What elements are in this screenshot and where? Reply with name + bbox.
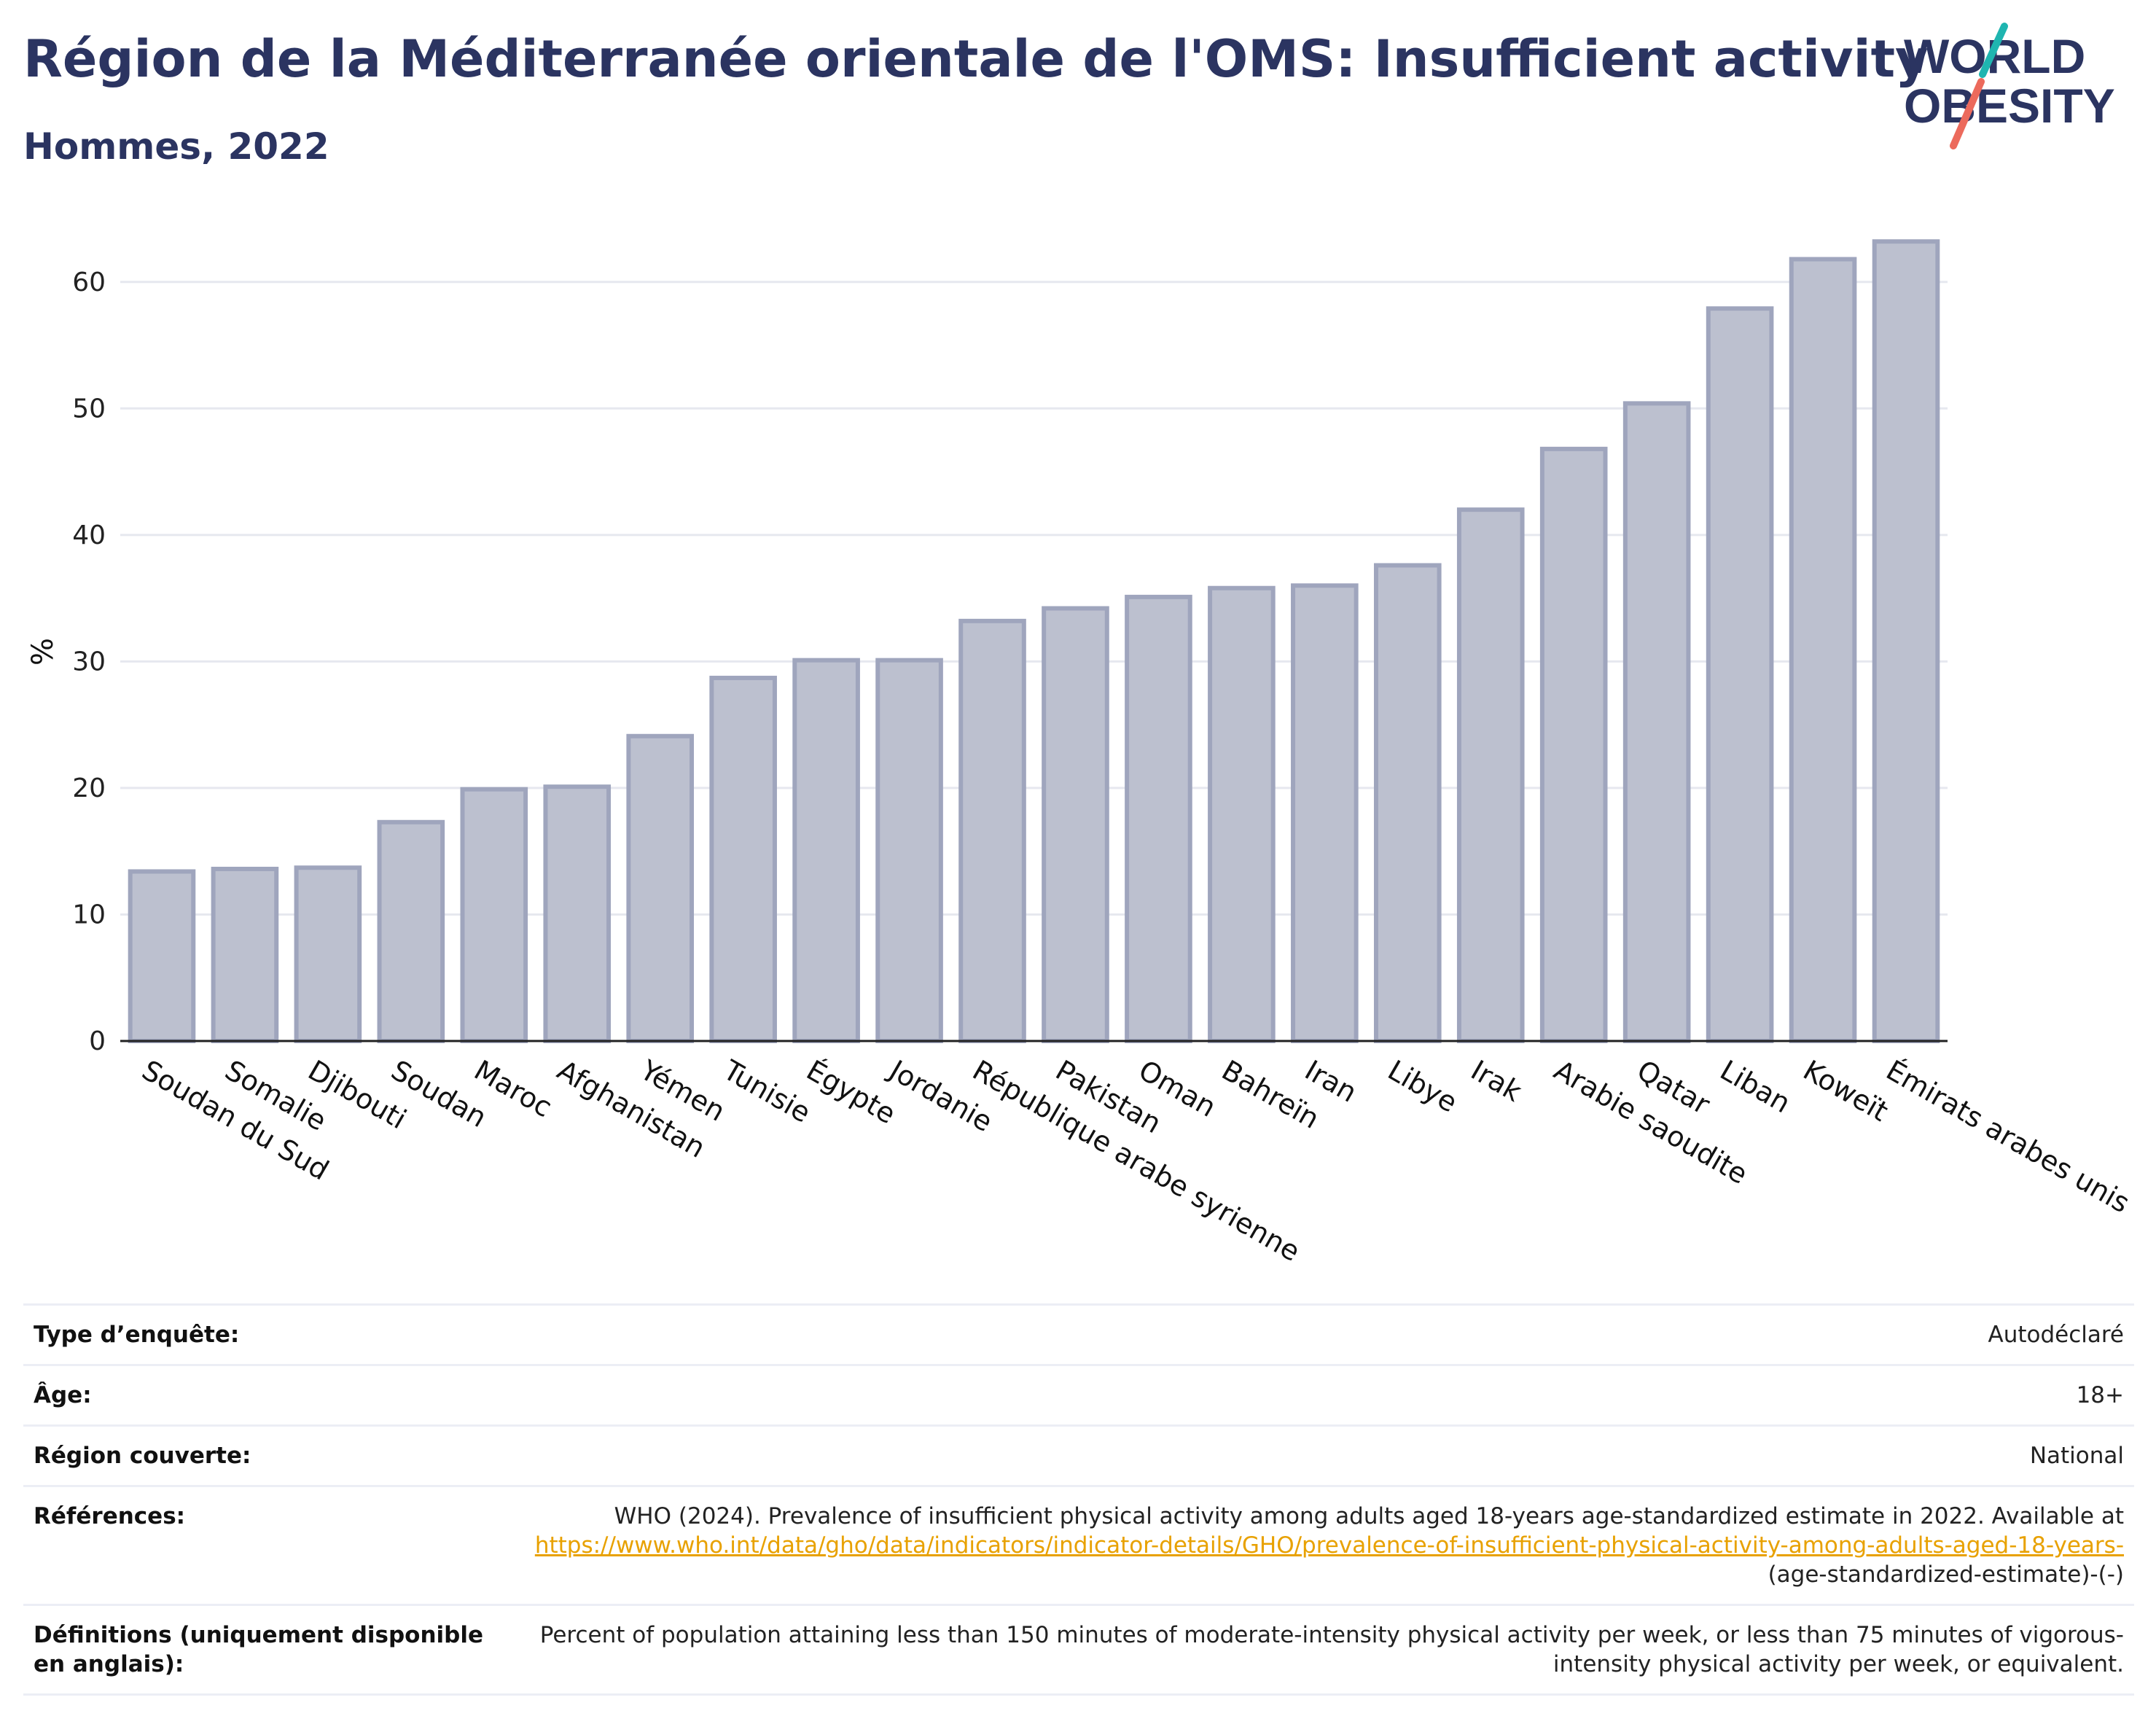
bar [1373, 563, 1442, 1043]
bar [1125, 594, 1192, 1043]
bar-chart: 0 10 20 30 40 50 60 Soudan du SudSomalieDjibou… [26, 239, 2135, 1268]
info-value: Percent of population attaining less tha… [510, 1604, 2134, 1696]
logo-slash-teal [1979, 23, 2008, 78]
bar [958, 618, 1026, 1043]
x-tick-label: Égypte [801, 1054, 901, 1131]
bar [1539, 446, 1608, 1043]
info-row-definitions: Définitions (uniquement disponible en an… [23, 1604, 2134, 1696]
info-row-survey-type: Type d’enquête: Autodéclaré [23, 1303, 2134, 1365]
info-value: Autodéclaré [510, 1303, 2134, 1365]
info-key: Références: [23, 1485, 510, 1605]
bar [1042, 606, 1109, 1043]
world-obesity-logo: WORLD OBESITY [1904, 23, 2115, 149]
y-tick-label: 40 [72, 520, 106, 550]
bar [1622, 401, 1691, 1043]
y-axis-label: % [26, 638, 60, 666]
x-tick-label: Tunisie [717, 1053, 816, 1129]
y-tick-label: 0 [89, 1026, 106, 1056]
x-tick-label: Liban [1715, 1054, 1796, 1120]
chart-subtitle: Hommes, 2022 [23, 125, 329, 168]
x-tick-label: Libye [1383, 1054, 1463, 1119]
info-key: Région couverte: [23, 1424, 510, 1486]
info-row-region: Région couverte: National [23, 1424, 2134, 1486]
metadata-table: Type d’enquête: Autodéclaré Âge: 18+ Rég… [23, 1303, 2134, 1696]
bar [875, 658, 943, 1043]
reference-text: WHO (2024). Prevalence of insufficient p… [614, 1503, 2124, 1529]
info-key: Âge: [23, 1364, 510, 1426]
chart-title: Région de la Méditerranée orientale de l… [23, 29, 1929, 89]
y-axis-ticks: 0 10 20 30 40 50 60 [72, 268, 106, 1056]
bar [1789, 257, 1857, 1043]
bars [128, 239, 1940, 1044]
bar [460, 787, 528, 1043]
x-tick-label: Koweït [1798, 1054, 1894, 1128]
info-key: Définitions (uniquement disponible en an… [23, 1604, 510, 1696]
logo-word-obesity: OBESITY [1904, 79, 2115, 133]
bar [709, 675, 777, 1044]
info-key: Type d’enquête: [23, 1303, 510, 1365]
info-row-age: Âge: 18+ [23, 1364, 2134, 1426]
info-value: 18+ [510, 1364, 2134, 1426]
y-tick-label: 20 [72, 773, 106, 803]
bar [1208, 585, 1276, 1043]
bar [626, 733, 695, 1043]
bar [211, 866, 279, 1043]
bar [1706, 306, 1774, 1044]
info-value-references: WHO (2024). Prevalence of insufficient p… [510, 1485, 2134, 1605]
bar [377, 819, 445, 1043]
bar [792, 658, 860, 1043]
y-tick-label: 10 [72, 900, 106, 929]
y-tick-label: 50 [72, 394, 106, 424]
bar [294, 865, 362, 1044]
bar [543, 784, 612, 1043]
y-tick-label: 30 [72, 647, 106, 677]
x-axis-ticks: Soudan du SudSomalieDjiboutiSoudanMarocA… [136, 1053, 2135, 1268]
info-row-references: Références: WHO (2024). Prevalence of in… [23, 1485, 2134, 1605]
bar [1872, 239, 1940, 1043]
reference-suffix: (age-standardized-estimate)-(-) [1768, 1562, 2124, 1588]
x-tick-label: Émirats arabes unis [1881, 1054, 2136, 1220]
bar [128, 869, 196, 1043]
bar [1456, 507, 1525, 1043]
reference-link[interactable]: https://www.who.int/data/gho/data/indica… [534, 1532, 2124, 1559]
logo-slash-coral [1950, 78, 1985, 149]
y-tick-label: 60 [72, 268, 106, 297]
x-tick-label: Irak [1466, 1054, 1527, 1108]
info-value: National [510, 1424, 2134, 1486]
bar [1291, 583, 1359, 1043]
